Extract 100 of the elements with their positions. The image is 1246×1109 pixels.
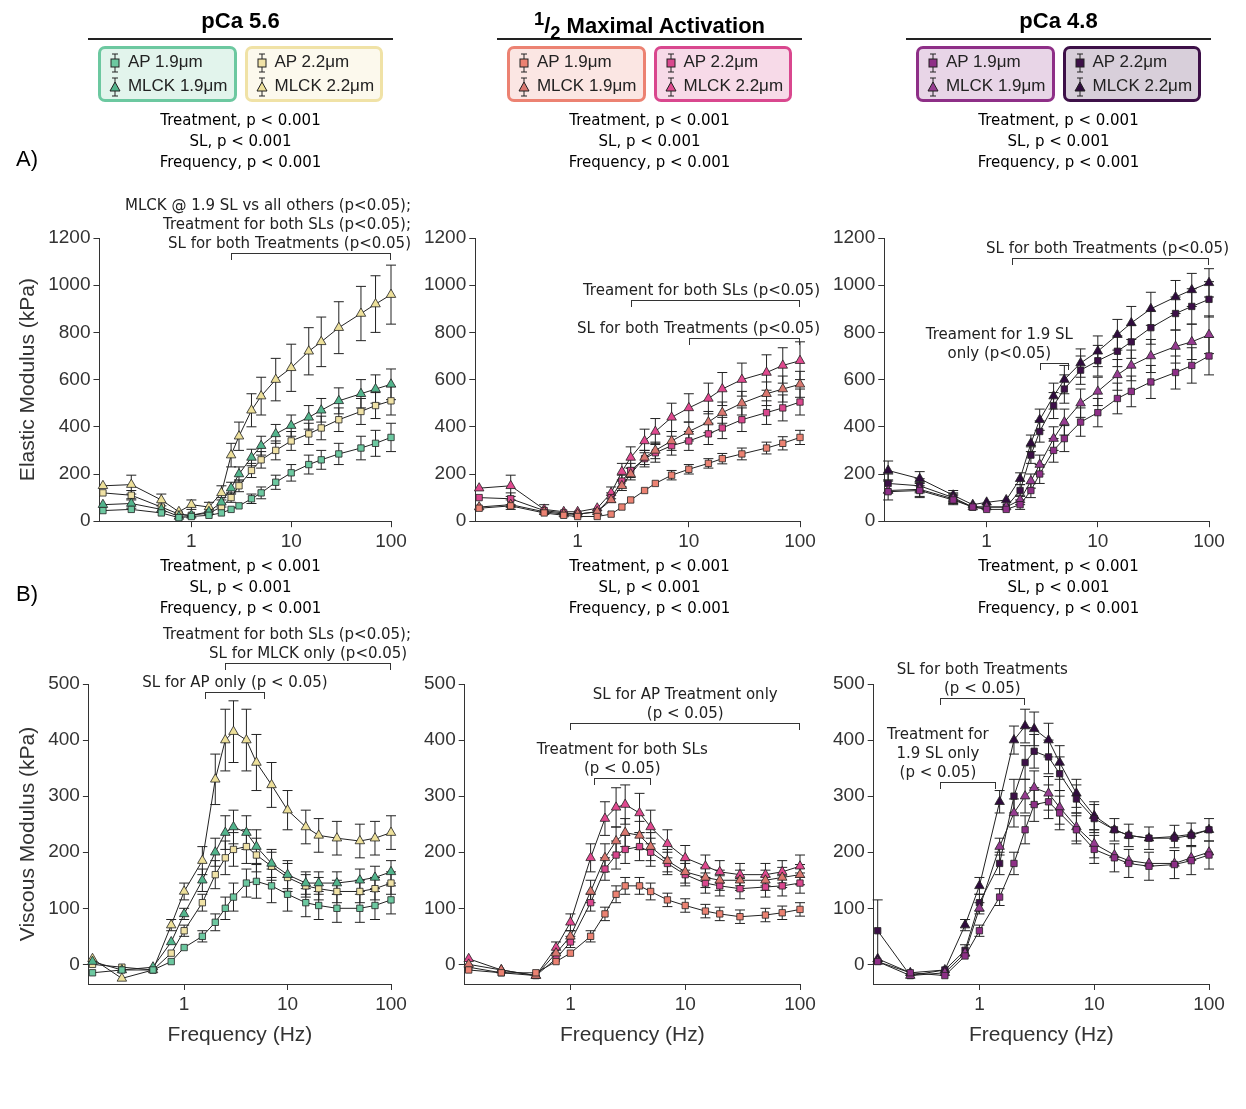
text: SL, p < 0.001 xyxy=(597,131,702,152)
y-axis-title: Elastic Modulus (kPa) xyxy=(15,278,39,482)
annotation: SL for both Treatments (p<0.05) xyxy=(986,239,1229,257)
chart-title: $^{1}$/$_{2}$ Maximal Activation xyxy=(497,8,802,43)
x-axis-title: Frequency (Hz) xyxy=(969,1022,1114,1046)
annotation: MLCK @ 1.9 SL vs all others (p<0.05); Treatment for both SLs (p<0.05); SL for both Treatments (p<0.05) xyxy=(125,196,412,252)
x-tick-label: 1 xyxy=(572,529,583,551)
annotation: Treatment for 1.9 SL only (p < 0.05) xyxy=(886,725,990,781)
y-tick-label: 300 xyxy=(833,784,865,806)
text: B) xyxy=(16,581,38,607)
y-tick-label: 100 xyxy=(833,896,865,918)
x-axis-title: Frequency (Hz) xyxy=(560,1022,705,1046)
y-tick-label: 800 xyxy=(434,320,467,342)
x-tick-label: 1 xyxy=(974,992,985,1014)
y-tick-label: 200 xyxy=(48,840,80,862)
text: Treatment, p < 0.001 xyxy=(159,110,322,131)
legend-label: MLCK 2.2μm xyxy=(683,76,784,95)
y-tick-label: 800 xyxy=(58,320,91,342)
annotation: SL for both Treatments (p < 0.05) xyxy=(896,660,1069,697)
y-tick-label: 200 xyxy=(58,462,91,484)
legend-label: MLCK 1.9μm xyxy=(536,76,637,95)
y-tick-label: 100 xyxy=(48,896,80,918)
text: Treatment, p < 0.001 xyxy=(568,110,731,131)
y-tick-label: 600 xyxy=(843,367,876,389)
legend-label: MLCK 1.9μm xyxy=(945,76,1046,95)
annotation: Treament for 1.9 SL only (p<0.05) xyxy=(924,325,1074,362)
legend-label: AP 1.9μm xyxy=(945,52,1021,71)
legend-label: AP 2.2μm xyxy=(683,52,759,71)
text: SL, p < 0.001 xyxy=(188,131,293,152)
annotation: SL for AP Treatment only (p < 0.05) xyxy=(592,685,778,722)
chart-title: pCa 5.6 xyxy=(88,8,393,40)
y-tick-label: 0 xyxy=(445,952,456,974)
annotation: Treament for both SLs (p<0.05) xyxy=(581,281,821,299)
x-tick-label: 10 xyxy=(678,529,700,551)
x-tick-label: 1 xyxy=(981,529,992,551)
x-tick-label: 10 xyxy=(280,529,302,551)
annotation: Treatment for both SLs (p < 0.05) xyxy=(535,740,708,777)
y-tick-label: 500 xyxy=(48,672,80,694)
text: Frequency, p < 0.001 xyxy=(567,598,732,619)
annotation: SL for AP only (p < 0.05) xyxy=(142,673,328,691)
y-tick-label: 200 xyxy=(434,462,467,484)
y-tick-label: 200 xyxy=(843,462,876,484)
text: Frequency, p < 0.001 xyxy=(976,152,1141,173)
x-tick-label: 10 xyxy=(1083,992,1105,1014)
x-tick-label: 10 xyxy=(277,992,299,1014)
legend-label: MLCK 2.2μm xyxy=(1092,76,1193,95)
y-tick-label: 1000 xyxy=(423,273,467,295)
text: Frequency, p < 0.001 xyxy=(158,152,323,173)
x-tick-label: 10 xyxy=(1087,529,1109,551)
text: A) xyxy=(16,146,38,172)
text: SL, p < 0.001 xyxy=(1006,131,1111,152)
text: Frequency, p < 0.001 xyxy=(158,598,323,619)
y-tick-label: 1000 xyxy=(832,273,876,295)
x-tick-label: 100 xyxy=(375,529,407,551)
y-tick-label: 500 xyxy=(424,672,456,694)
y-tick-label: 0 xyxy=(69,952,80,974)
text: SL, p < 0.001 xyxy=(597,577,702,598)
legend-label: AP 2.2μm xyxy=(274,52,350,71)
text: SL, p < 0.001 xyxy=(1006,577,1111,598)
text: Frequency, p < 0.001 xyxy=(567,152,732,173)
x-axis-title: Frequency (Hz) xyxy=(167,1022,313,1046)
y-tick-label: 1200 xyxy=(48,226,91,248)
y-tick-label: 400 xyxy=(58,415,91,437)
text: Treatment, p < 0.001 xyxy=(977,556,1140,577)
legend-label: AP 1.9μm xyxy=(127,52,203,71)
text: Treatment for both SLs (p<0.05); SL for MLCK only (p<0.05) xyxy=(161,625,412,662)
y-tick-label: 0 xyxy=(79,509,91,531)
y-tick-label: 300 xyxy=(424,784,456,806)
y-tick-label: 400 xyxy=(434,415,467,437)
y-tick-label: 200 xyxy=(424,840,456,862)
y-axis-title: Viscous Modulus (kPa) xyxy=(15,726,39,942)
x-tick-label: 100 xyxy=(784,529,816,551)
legend-label: AP 1.9μm xyxy=(536,52,612,71)
annotation: SL for both Treatments (p<0.05) xyxy=(577,319,820,337)
x-tick-label: 10 xyxy=(674,992,696,1014)
y-tick-label: 300 xyxy=(48,784,80,806)
text: SL, p < 0.001 xyxy=(188,577,293,598)
y-tick-label: 600 xyxy=(58,367,91,389)
y-tick-label: 0 xyxy=(854,952,865,974)
y-tick-label: 200 xyxy=(833,840,865,862)
text: Treatment, p < 0.001 xyxy=(568,556,731,577)
y-tick-label: 600 xyxy=(434,367,467,389)
y-tick-label: 1200 xyxy=(832,226,876,248)
legend-label: AP 2.2μm xyxy=(1092,52,1168,71)
x-tick-label: 1 xyxy=(565,992,576,1014)
text: Treatment, p < 0.001 xyxy=(977,110,1140,131)
x-tick-label: 1 xyxy=(178,992,190,1014)
legend-label: MLCK 1.9μm xyxy=(127,76,228,95)
y-tick-label: 0 xyxy=(455,509,467,531)
legend-label: MLCK 2.2μm xyxy=(274,76,375,95)
x-tick-label: 100 xyxy=(375,992,407,1014)
chart-title: pCa 4.8 xyxy=(906,8,1211,40)
y-tick-label: 1000 xyxy=(48,273,91,295)
x-tick-label: 100 xyxy=(784,992,816,1014)
y-tick-label: 500 xyxy=(833,672,865,694)
y-tick-label: 400 xyxy=(843,415,876,437)
y-tick-label: 800 xyxy=(843,320,876,342)
y-tick-label: 400 xyxy=(833,728,865,750)
y-tick-label: 0 xyxy=(864,509,876,531)
y-tick-label: 400 xyxy=(424,728,456,750)
